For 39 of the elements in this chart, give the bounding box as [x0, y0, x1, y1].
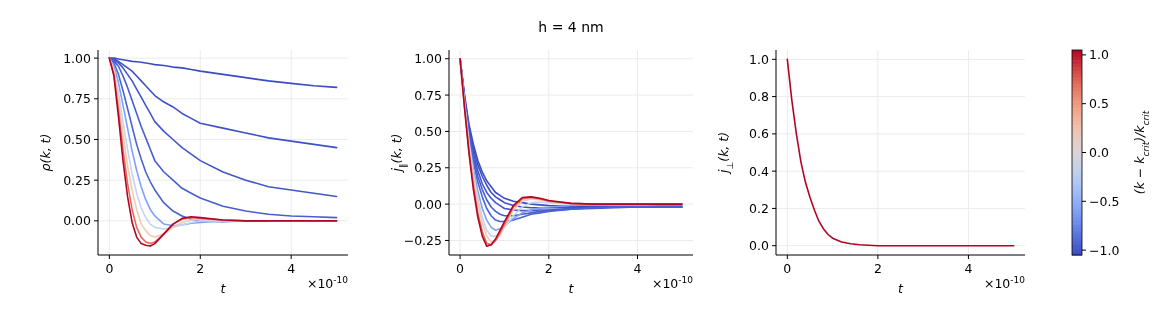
y-tick-label: 0.75	[414, 87, 442, 103]
x-tick-label: 2	[196, 261, 205, 276]
y-tick-label: 0.0	[749, 238, 770, 254]
y-tick-label: 0.25	[63, 172, 91, 188]
text: ×10$^{-10}$	[983, 275, 1026, 291]
y-tick-label: 0.2	[749, 200, 769, 216]
color-bar-label: 0.0	[1089, 145, 1109, 160]
x-tick-label: 2	[544, 261, 553, 276]
x-axis-title: t	[898, 281, 905, 296]
y-tick-label: 0.4	[749, 163, 770, 179]
color-bar-label: −1.0	[1089, 242, 1120, 258]
y-tick-label: 1.00	[63, 50, 92, 66]
x-tick-label: 0	[783, 261, 792, 276]
y-tick-label: 0.75	[63, 91, 91, 107]
y-tick-label: −0.25	[403, 232, 442, 248]
x-tick-label: 4	[633, 261, 642, 276]
y-tick-label: 1.0	[749, 51, 770, 67]
y-tick-label: 0.8	[749, 89, 770, 105]
y-tick-label: 0.00	[63, 213, 92, 229]
x-tick-label: 0	[456, 261, 465, 276]
y-axis-title: ρ(k, t)	[38, 133, 53, 172]
y-tick-label: 0.25	[414, 160, 442, 176]
color-bar-label: −0.5	[1089, 193, 1120, 209]
color-bar-label: 1.0	[1089, 47, 1109, 63]
x-tick-label: 0	[105, 261, 114, 276]
x-tick-label: 2	[873, 261, 882, 276]
y-tick-label: 1.00	[414, 51, 443, 67]
y-tick-label: 0.50	[63, 131, 92, 147]
text: ×10$^{-10}$	[651, 275, 694, 291]
x-axis-title: t	[220, 281, 227, 296]
y-tick-label: 0.00	[414, 196, 443, 212]
y-tick-label: 0.6	[749, 126, 770, 142]
text: ×10$^{-10}$	[306, 275, 349, 291]
x-tick-label: 4	[964, 261, 973, 276]
x-tick-label: 4	[287, 261, 296, 276]
color-bar-label: 0.5	[1089, 96, 1109, 112]
y-tick-label: 0.50	[414, 123, 443, 139]
x-axis-title: t	[568, 281, 575, 296]
chart-title: h = 4 nm	[538, 19, 604, 35]
